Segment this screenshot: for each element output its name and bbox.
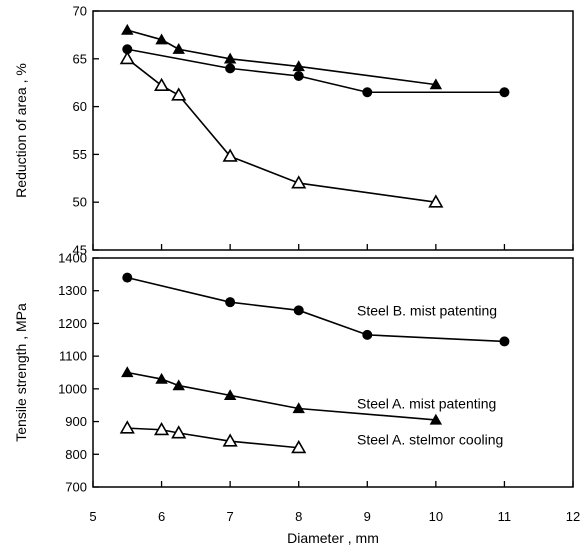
reduction-y-tick-label: 60: [73, 99, 87, 114]
tensile-series-1-point: [499, 336, 510, 347]
x-tick-label: 10: [429, 509, 443, 524]
tensile-series-2-point: [172, 379, 185, 391]
tensile-series-1-point: [362, 329, 373, 340]
tensile-series-1-point: [225, 297, 236, 308]
tensile-series-2-point: [429, 413, 443, 425]
reduction-series-1-point: [223, 52, 237, 64]
tensile-series-1-point: [293, 305, 304, 316]
reduction-series-1-point: [172, 43, 185, 54]
reduction-series-1-point: [429, 78, 443, 90]
tensile-y-tick-label: 900: [65, 414, 87, 429]
tensile-y-tick-label: 800: [65, 447, 87, 462]
reduction-series-1-point: [155, 33, 168, 45]
reduction-series-3-line: [126, 58, 436, 203]
reduction-series-2-line: [127, 48, 505, 94]
reduction-series-3-point: [428, 194, 444, 208]
reduction-y-axis-title: Reduction of area , %: [13, 63, 29, 198]
reduction-y-tick-label: 65: [73, 51, 87, 66]
reduction-series-1-point: [121, 23, 134, 35]
tensile-y-axis-title: Tensile strength , MPa: [13, 303, 29, 442]
reduction-series-3-point: [119, 50, 135, 65]
x-tick-label: 9: [364, 509, 371, 524]
reduction-series-3-point: [222, 148, 238, 162]
tensile-series-3-point: [171, 425, 187, 439]
reduction-series-2-point: [293, 71, 304, 82]
reduction-series-3-point: [153, 77, 170, 92]
tensile-y-tick-label: 1000: [58, 381, 87, 396]
x-tick-label: 5: [89, 509, 96, 524]
steel-b-mist-patenting-label: Steel B. mist patenting: [357, 302, 497, 318]
tensile-series-2-point: [223, 389, 237, 401]
tensile-series-3-point: [222, 433, 238, 447]
tensile-y-tick-label: 700: [65, 480, 87, 495]
reduction-series-2-point: [122, 44, 133, 55]
tensile-series-2-point: [292, 402, 305, 414]
x-tick-label: 6: [158, 509, 165, 524]
tensile-series-2-line: [127, 371, 436, 421]
reduction-series-2-point: [225, 63, 236, 74]
x-tick-label: 8: [295, 509, 302, 524]
steel-a-stelmor-cooling-label: Steel A. stelmor cooling: [357, 431, 503, 447]
tensile-series-1-point: [122, 272, 133, 283]
reduction-series-3-point: [171, 87, 187, 101]
reduction-series-2-point: [499, 87, 510, 98]
x-tick-label: 12: [566, 509, 580, 524]
reduction-series-1-point: [292, 60, 305, 72]
tensile-series-3-point: [119, 420, 135, 434]
tensile-y-tick-label: 1400: [58, 251, 87, 266]
reduction-y-tick-label: 45: [73, 243, 87, 258]
tensile-series-3-line: [127, 427, 299, 449]
tensile-plot-frame: [92, 257, 574, 488]
reduction-y-tick-label: 50: [73, 195, 87, 210]
tensile-series-3-point: [291, 439, 307, 454]
tensile-y-tick-label: 1100: [59, 349, 87, 364]
x-tick-label: 7: [227, 509, 234, 524]
reduction-series-3-point: [291, 175, 307, 189]
reduction-series-1-line: [127, 29, 436, 86]
tensile-series-2-point: [155, 372, 168, 384]
tensile-series-3-point: [153, 421, 170, 436]
reduction-plot-frame: [92, 10, 574, 251]
reduction-y-tick-label: 55: [73, 147, 87, 162]
tensile-series-2-point: [121, 366, 134, 378]
x-tick-label: 11: [498, 509, 512, 524]
reduction-y-tick-label: 70: [73, 4, 87, 19]
tensile-y-tick-label: 1300: [58, 283, 87, 298]
tensile-y-tick-label: 1200: [58, 316, 87, 331]
steel-a-mist-patenting-label: Steel A. mist patenting: [357, 395, 496, 411]
reduction-series-2-point: [362, 87, 373, 98]
x-axis-title: Diameter , mm: [287, 530, 379, 546]
